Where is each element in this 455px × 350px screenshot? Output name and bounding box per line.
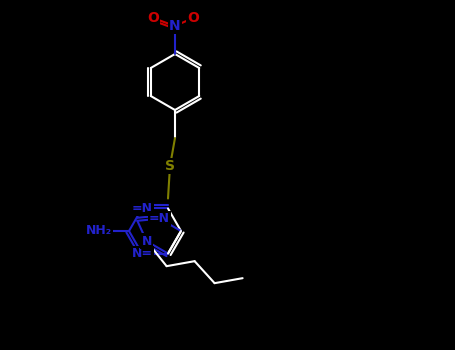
- Text: =N: =N: [131, 202, 152, 215]
- Text: S: S: [165, 159, 175, 173]
- Text: O: O: [187, 11, 199, 25]
- Text: N: N: [169, 19, 181, 33]
- Text: =N: =N: [149, 212, 170, 225]
- Text: N=: N=: [131, 247, 152, 260]
- Text: N: N: [142, 234, 152, 248]
- Text: O: O: [147, 11, 159, 25]
- Text: NH₂: NH₂: [86, 224, 112, 238]
